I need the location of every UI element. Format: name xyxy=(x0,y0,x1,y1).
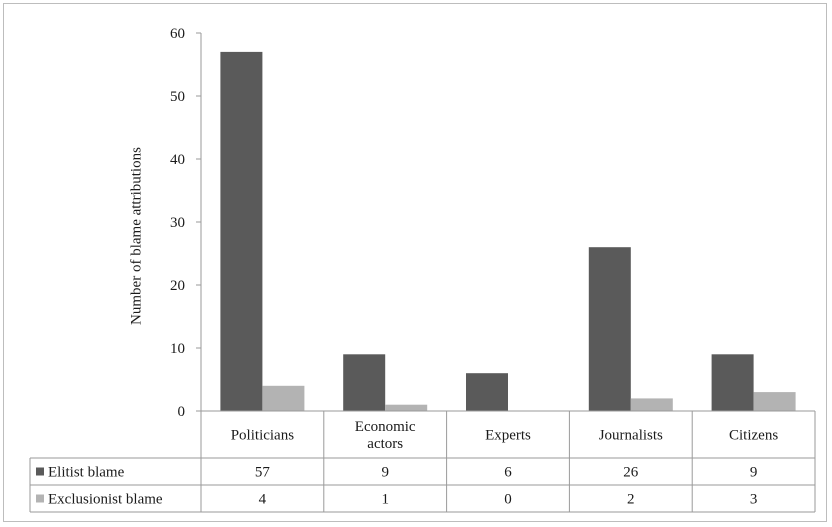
x-tick-label: Journalists xyxy=(599,428,663,444)
data-label: 1 xyxy=(381,492,389,508)
data-label: 3 xyxy=(750,492,758,508)
data-label: 4 xyxy=(259,492,267,508)
data-label: 2 xyxy=(627,492,635,508)
bar-exclusionist xyxy=(385,404,428,411)
legend-swatch-elitist xyxy=(36,467,44,476)
bar-exclusionist xyxy=(262,385,305,411)
x-tick-label: Experts xyxy=(485,428,531,444)
y-tick-label: 30 xyxy=(170,215,185,231)
bar-elitist xyxy=(220,51,263,412)
chart-frame xyxy=(3,3,827,522)
bar-exclusionist xyxy=(630,398,673,411)
x-tick-label: Citizens xyxy=(729,428,778,444)
y-tick-label: 60 xyxy=(170,26,185,42)
y-tick-label: 10 xyxy=(170,341,185,357)
legend-label-elitist: Elitist blame xyxy=(48,465,125,481)
y-tick-label: 40 xyxy=(170,152,185,168)
y-axis-label: Number of blame attributions xyxy=(128,147,145,325)
legend-label-exclusionist: Exclusionist blame xyxy=(48,492,163,508)
y-tick-label: 0 xyxy=(178,404,186,420)
y-tick-label: 50 xyxy=(170,89,185,105)
x-tick-label: Politicians xyxy=(231,428,294,444)
bar-elitist xyxy=(588,247,631,411)
x-tick-label: actors xyxy=(367,436,403,452)
bar-elitist xyxy=(466,373,508,411)
data-label: 9 xyxy=(750,465,758,481)
data-label: 9 xyxy=(381,465,389,481)
data-label: 26 xyxy=(623,465,639,481)
y-tick-label: 20 xyxy=(170,278,185,294)
bar-exclusionist xyxy=(753,392,796,411)
bar-elitist xyxy=(711,354,754,411)
data-label: 6 xyxy=(504,465,512,481)
data-label: 0 xyxy=(504,492,512,508)
bar-elitist xyxy=(343,354,386,411)
data-label: 57 xyxy=(255,465,271,481)
legend-swatch-exclusionist xyxy=(36,494,44,503)
x-tick-label: Economic xyxy=(355,419,416,435)
